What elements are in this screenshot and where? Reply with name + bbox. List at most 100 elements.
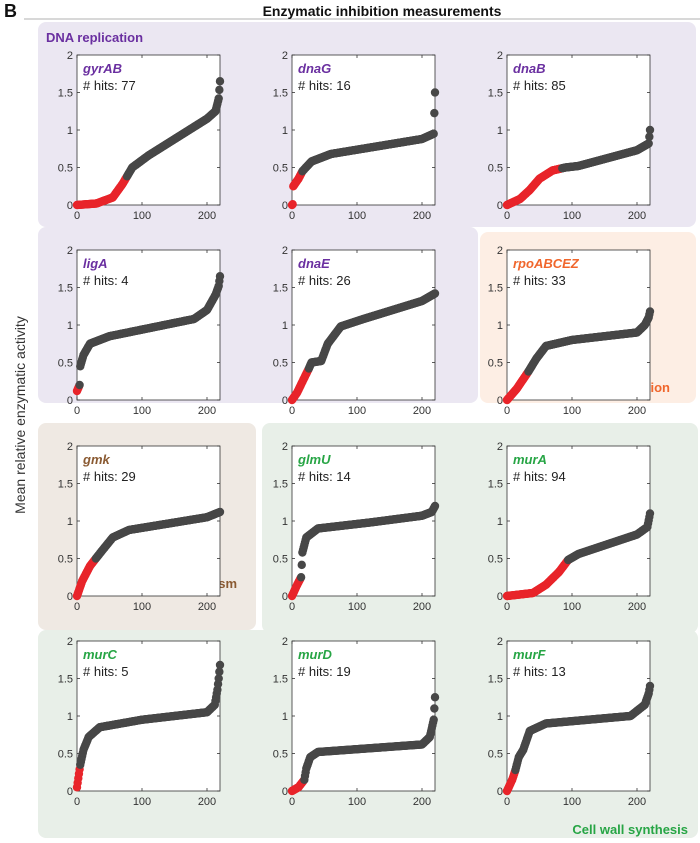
y-tick-label: 1.5 <box>488 88 503 100</box>
x-tick-label: 200 <box>413 405 431 417</box>
points-ligA <box>72 272 225 396</box>
y-tick-label: 0.5 <box>58 749 73 761</box>
plot-area <box>291 249 436 401</box>
y-tick-label: 0.5 <box>488 554 503 566</box>
y-tick-label: 2 <box>497 441 503 453</box>
y-tick-label: 2 <box>282 50 288 62</box>
data-point <box>215 77 225 86</box>
points-rpoABCEZ <box>502 307 655 405</box>
y-tick-label: 2 <box>497 245 503 257</box>
y-tick-label: 0.5 <box>273 358 288 370</box>
x-tick-label: 200 <box>198 601 216 613</box>
y-tick-label: 0 <box>497 200 503 212</box>
y-tick-label: 1 <box>282 711 288 723</box>
y-tick-label: 1 <box>497 125 503 137</box>
points-dnaE <box>287 289 440 405</box>
y-tick-label: 0 <box>67 395 73 407</box>
points-gmk <box>72 507 225 601</box>
y-tick-label: 0 <box>67 786 73 798</box>
hits-count: # hits: 85 <box>513 78 566 93</box>
x-tick-label: 100 <box>133 601 151 613</box>
x-tick-label: 100 <box>563 796 581 808</box>
hits-count: # hits: 29 <box>83 469 136 484</box>
data-point <box>214 674 223 683</box>
y-tick-label: 1.5 <box>273 88 288 100</box>
y-tick-label: 1.5 <box>58 674 73 686</box>
panel-gmk: 0 0.5 1 1.5 2 0 100 200 gmk # hits: 29 <box>58 441 225 613</box>
x-tick-label: 200 <box>628 210 646 222</box>
data-point <box>215 272 225 281</box>
data-point <box>215 667 224 676</box>
y-tick-label: 0.5 <box>58 358 73 370</box>
x-tick-label: 0 <box>74 796 80 808</box>
hits-count: # hits: 19 <box>298 664 351 679</box>
y-tick-label: 2 <box>67 245 73 257</box>
panel-letter: B <box>4 1 17 21</box>
y-tick-label: 2 <box>67 636 73 648</box>
y-tick-label: 1 <box>282 516 288 528</box>
y-tick-label: 0 <box>67 200 73 212</box>
group-label-dna: DNA replication <box>46 30 143 45</box>
data-point <box>430 88 440 97</box>
panel-ligA: 0 0.5 1 1.5 2 0 100 200 ligA # hits: 4 <box>58 245 225 417</box>
y-tick-label: 1 <box>497 516 503 528</box>
gene-name: ligA <box>83 256 108 271</box>
data-point <box>215 85 224 95</box>
x-tick-label: 100 <box>133 210 151 222</box>
x-tick-label: 200 <box>198 405 216 417</box>
y-tick-label: 1 <box>282 320 288 332</box>
y-tick-label: 0 <box>282 786 288 798</box>
hits-count: # hits: 33 <box>513 273 566 288</box>
data-point <box>214 94 223 103</box>
data-point <box>297 560 306 570</box>
y-tick-label: 0.5 <box>273 163 288 175</box>
hits-count: # hits: 13 <box>513 664 566 679</box>
points-gyrAB <box>72 77 225 210</box>
y-axis-label: Mean relative enzymatic activity <box>12 316 28 514</box>
y-tick-label: 1.5 <box>273 674 288 686</box>
x-tick-label: 200 <box>628 601 646 613</box>
x-tick-label: 0 <box>74 601 80 613</box>
x-tick-label: 0 <box>289 601 295 613</box>
hits-count: # hits: 77 <box>83 78 136 93</box>
panel-murD: 0 0.5 1 1.5 2 0 100 200 murD # hits: 19 <box>273 636 440 808</box>
panel-dnaB: 0 0.5 1 1.5 2 0 100 200 dnaB # hits: 85 <box>488 50 655 222</box>
y-tick-label: 1 <box>497 711 503 723</box>
panel-dnaE: 0 0.5 1 1.5 2 0 100 200 dnaE # hits: 26 <box>273 245 440 417</box>
y-tick-label: 1 <box>67 320 73 332</box>
gene-name: murD <box>298 647 333 662</box>
points-murA <box>502 509 655 601</box>
x-tick-label: 200 <box>198 210 216 222</box>
points-dnaG <box>287 88 440 210</box>
x-tick-label: 0 <box>504 796 510 808</box>
plot-area <box>291 54 436 206</box>
y-tick-label: 1.5 <box>488 283 503 295</box>
y-tick-label: 1.5 <box>58 479 73 491</box>
data-point <box>645 125 655 135</box>
points-murD <box>287 693 440 796</box>
x-tick-label: 100 <box>348 601 366 613</box>
gene-name: glmU <box>297 452 331 467</box>
y-tick-label: 0 <box>282 200 288 212</box>
x-tick-label: 100 <box>348 796 366 808</box>
panel-murC: 0 0.5 1 1.5 2 0 100 200 murC # hits: 5 <box>58 636 225 808</box>
data-point <box>430 108 439 118</box>
y-tick-label: 0.5 <box>58 163 73 175</box>
x-tick-label: 200 <box>198 796 216 808</box>
x-tick-label: 0 <box>289 405 295 417</box>
panel-dnaG: 0 0.5 1 1.5 2 0 100 200 dnaG # hits: 16 <box>273 50 440 222</box>
panel-gyrAB: 0 0.5 1 1.5 2 0 100 200 gyrAB # hits: 77 <box>58 50 225 222</box>
y-tick-label: 2 <box>497 636 503 648</box>
y-tick-label: 2 <box>282 441 288 453</box>
hits-count: # hits: 26 <box>298 273 351 288</box>
plot-area <box>506 445 651 597</box>
x-tick-label: 100 <box>563 405 581 417</box>
y-tick-label: 0.5 <box>488 358 503 370</box>
gene-name: dnaE <box>298 256 330 271</box>
gene-name: gmk <box>82 452 111 467</box>
y-tick-label: 0 <box>497 591 503 603</box>
data-point <box>430 704 439 713</box>
data-point <box>645 681 655 691</box>
x-tick-label: 100 <box>133 405 151 417</box>
